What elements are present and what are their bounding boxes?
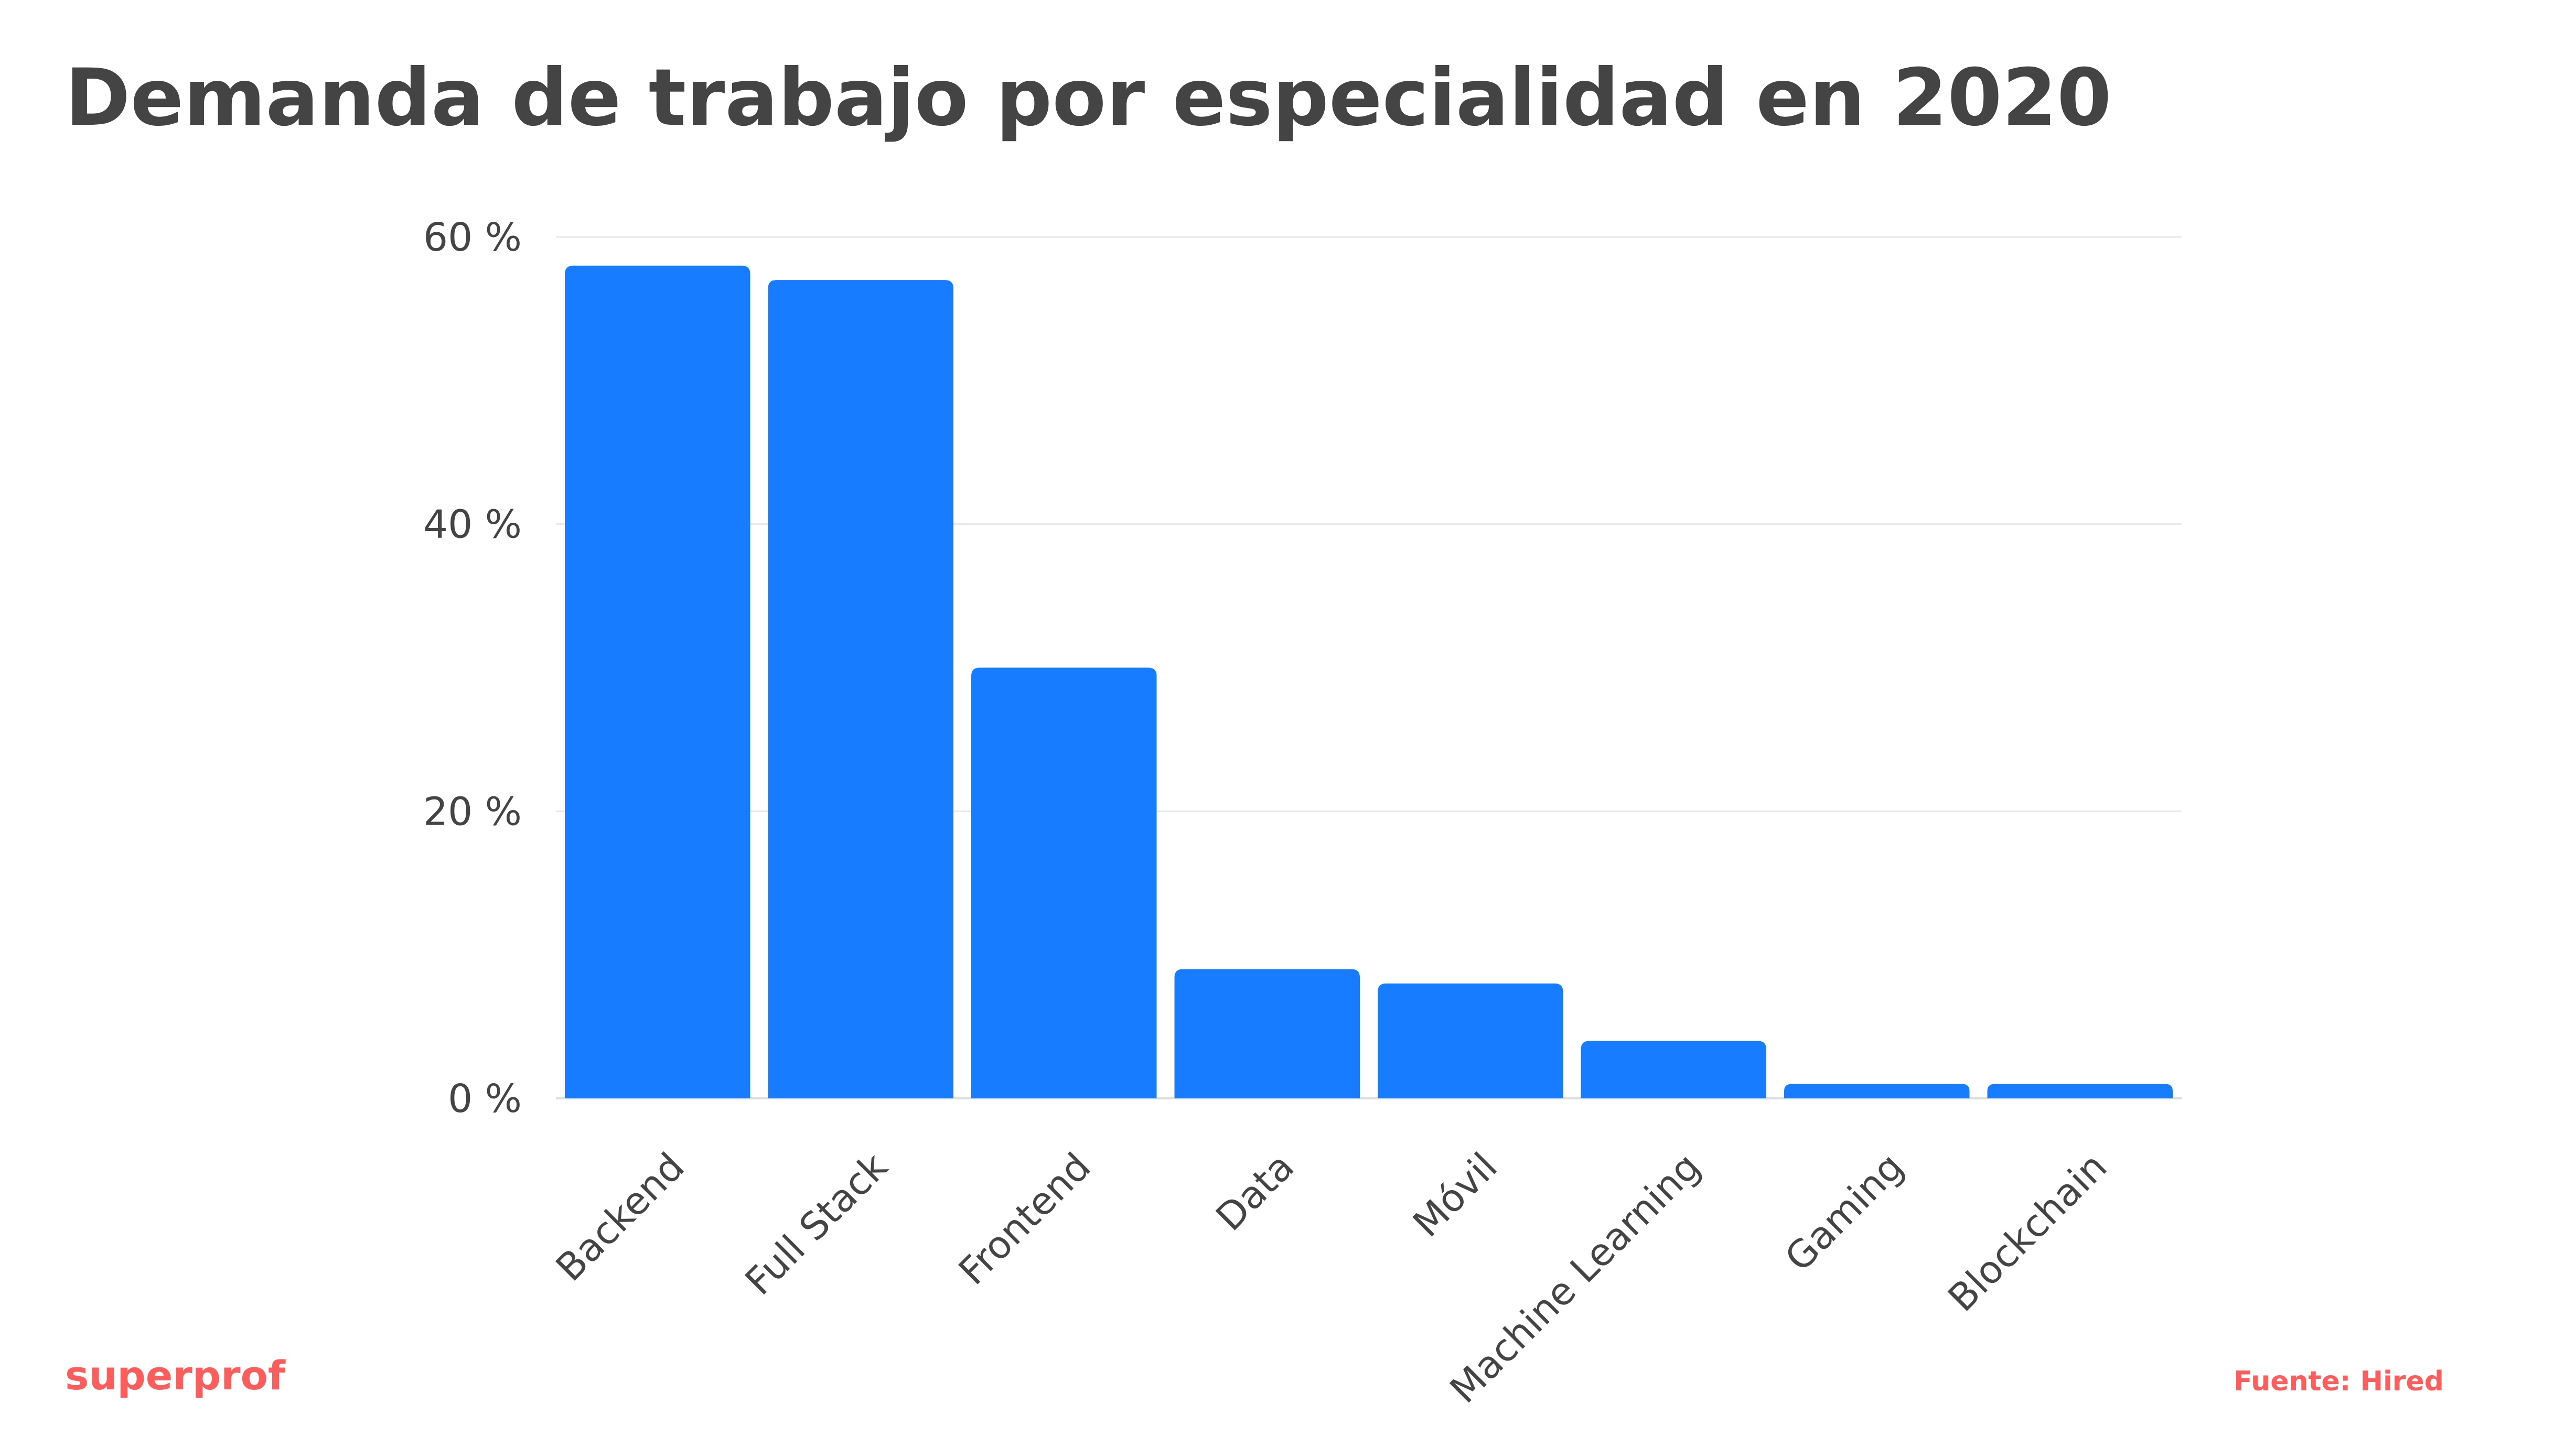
- x-tick-label: Frontend: [950, 1144, 1099, 1293]
- x-tick-label: Data: [1207, 1144, 1302, 1239]
- y-tick-label: 40 %: [423, 502, 522, 547]
- x-tick-label: Backend: [548, 1144, 693, 1290]
- y-tick-label: 60 %: [423, 215, 522, 260]
- source-note: Fuente: Hired: [2234, 1366, 2444, 1397]
- chart-title: Demanda de trabajo por especialidad en 2…: [65, 52, 2111, 144]
- bar-full-stack: [768, 280, 953, 1098]
- y-axis-ticks: 0 % 20 % 40 % 60 %: [423, 215, 522, 1121]
- x-tick-label: Full Stack: [737, 1144, 896, 1303]
- bar-móvil: [1378, 983, 1563, 1098]
- y-tick-label: 0 %: [448, 1076, 522, 1121]
- x-axis-labels: Backend Full Stack Frontend Data MóvilMachin…: [548, 1144, 2116, 1411]
- bar-data: [1174, 969, 1360, 1098]
- y-tick-label: 20 %: [423, 789, 522, 834]
- bar-gaming: [1784, 1084, 1970, 1098]
- brand-logo: superprof: [65, 1352, 286, 1399]
- bar-frontend: [971, 667, 1157, 1098]
- x-tick-label: Blockchain: [1939, 1144, 2115, 1320]
- bar-machine-learning: [1581, 1041, 1766, 1098]
- bar-backend: [565, 265, 750, 1099]
- bars: [565, 265, 2173, 1099]
- bar-blockchain: [1987, 1084, 2173, 1098]
- x-tick-label: Gaming: [1776, 1144, 1912, 1280]
- x-tick-label: Móvil: [1404, 1144, 1506, 1246]
